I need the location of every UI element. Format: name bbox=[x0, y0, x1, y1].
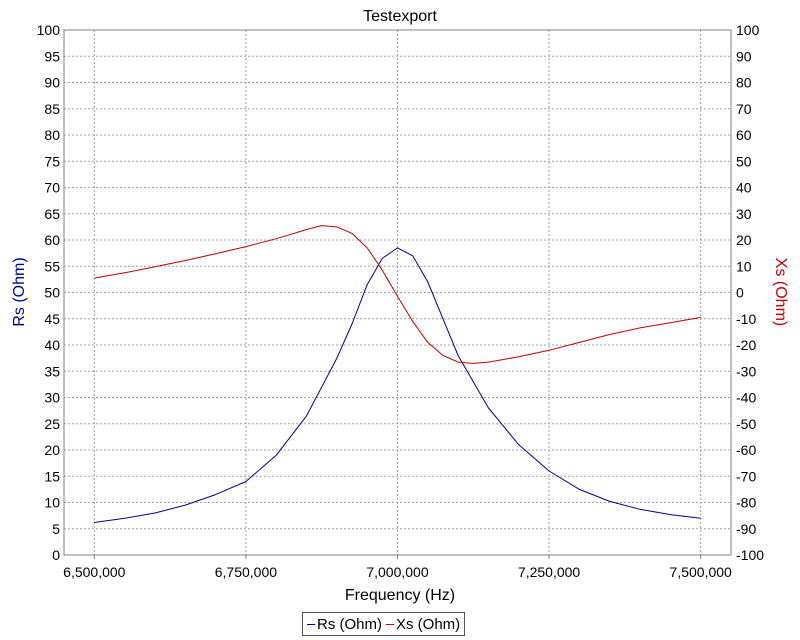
legend-swatch-rs bbox=[307, 623, 315, 625]
left-tick-label: 60 bbox=[44, 232, 60, 248]
left-tick-label: 5 bbox=[52, 521, 60, 537]
right-tick-label: 0 bbox=[736, 285, 744, 301]
right-tick-label: 10 bbox=[736, 258, 752, 274]
right-tick-label: -70 bbox=[736, 468, 756, 484]
left-tick-label: 25 bbox=[44, 416, 60, 432]
left-tick-label: 85 bbox=[44, 101, 60, 117]
right-tick-label: -40 bbox=[736, 390, 756, 406]
left-tick-label: 65 bbox=[44, 206, 60, 222]
grid bbox=[64, 30, 731, 555]
left-tick-label: 100 bbox=[37, 22, 61, 38]
x-tick-label: 7,250,000 bbox=[518, 564, 580, 580]
right-tick-label: -80 bbox=[736, 495, 756, 511]
x-tick-label: 7,500,000 bbox=[670, 564, 732, 580]
x-tick-label: 6,750,000 bbox=[215, 564, 277, 580]
right-axis-label: Xs (Ohm) bbox=[772, 258, 789, 326]
right-tick-label: -90 bbox=[736, 521, 756, 537]
x-tick-label: 6,500,000 bbox=[63, 564, 125, 580]
right-tick-label: 100 bbox=[736, 22, 760, 38]
left-tick-label: 75 bbox=[44, 153, 60, 169]
left-tick-label: 30 bbox=[44, 390, 60, 406]
legend-item-rs: Rs (Ohm) bbox=[307, 616, 382, 633]
left-tick-label: 45 bbox=[44, 311, 60, 327]
right-tick-label: 60 bbox=[736, 127, 752, 143]
x-tick-label: 7,000,000 bbox=[366, 564, 428, 580]
left-tick-label: 40 bbox=[44, 337, 60, 353]
right-tick-label: -30 bbox=[736, 363, 756, 379]
right-tick-label: -50 bbox=[736, 416, 756, 432]
right-tick-label: -60 bbox=[736, 442, 756, 458]
left-axis-ticks: 0 5 10 15 20 25 30 35 40 45 50 55 60 65 70 75 80 85 90 95 10… bbox=[37, 22, 61, 563]
right-tick-label: -20 bbox=[736, 337, 756, 353]
left-tick-label: 35 bbox=[44, 363, 60, 379]
left-tick-label: 15 bbox=[44, 468, 60, 484]
xs-series-line bbox=[94, 225, 701, 364]
left-axis-label: Rs (Ohm) bbox=[11, 257, 28, 326]
left-tick-label: 10 bbox=[44, 495, 60, 511]
x-axis-label: Frequency (Hz) bbox=[345, 587, 455, 604]
left-tick-label: 90 bbox=[44, 75, 60, 91]
x-axis-ticks: 6,500,000 6,750,000 7,000,000 7,250,000 7,50… bbox=[63, 555, 732, 580]
right-axis-ticks: -100-90-80-70-60-50-40-30-20-10010203040… bbox=[736, 22, 764, 563]
legend-item-xs: Xs (Ohm) bbox=[386, 616, 460, 633]
legend-label-xs: Xs (Ohm) bbox=[396, 615, 461, 633]
legend-swatch-xs bbox=[386, 623, 394, 625]
left-tick-label: 0 bbox=[52, 547, 60, 563]
right-tick-label: 90 bbox=[736, 48, 752, 64]
right-tick-label: 50 bbox=[736, 153, 752, 169]
left-tick-label: 95 bbox=[44, 48, 60, 64]
left-tick-label: 20 bbox=[44, 442, 60, 458]
legend: Rs (Ohm) Xs (Ohm) bbox=[302, 612, 466, 636]
right-tick-label: 80 bbox=[736, 75, 752, 91]
right-tick-label: 40 bbox=[736, 180, 752, 196]
right-tick-label: 70 bbox=[736, 101, 752, 117]
chart-title: Testexport bbox=[363, 8, 437, 25]
legend-label-rs: Rs (Ohm) bbox=[317, 615, 382, 633]
right-tick-label: -10 bbox=[736, 311, 756, 327]
series-lines bbox=[94, 225, 701, 523]
left-tick-label: 70 bbox=[44, 180, 60, 196]
right-tick-label: -100 bbox=[736, 547, 764, 563]
left-tick-label: 50 bbox=[44, 285, 60, 301]
rs-series-line bbox=[94, 247, 701, 523]
right-tick-label: 30 bbox=[736, 206, 752, 222]
right-tick-label: 20 bbox=[736, 232, 752, 248]
left-tick-label: 55 bbox=[44, 258, 60, 274]
left-tick-label: 80 bbox=[44, 127, 60, 143]
